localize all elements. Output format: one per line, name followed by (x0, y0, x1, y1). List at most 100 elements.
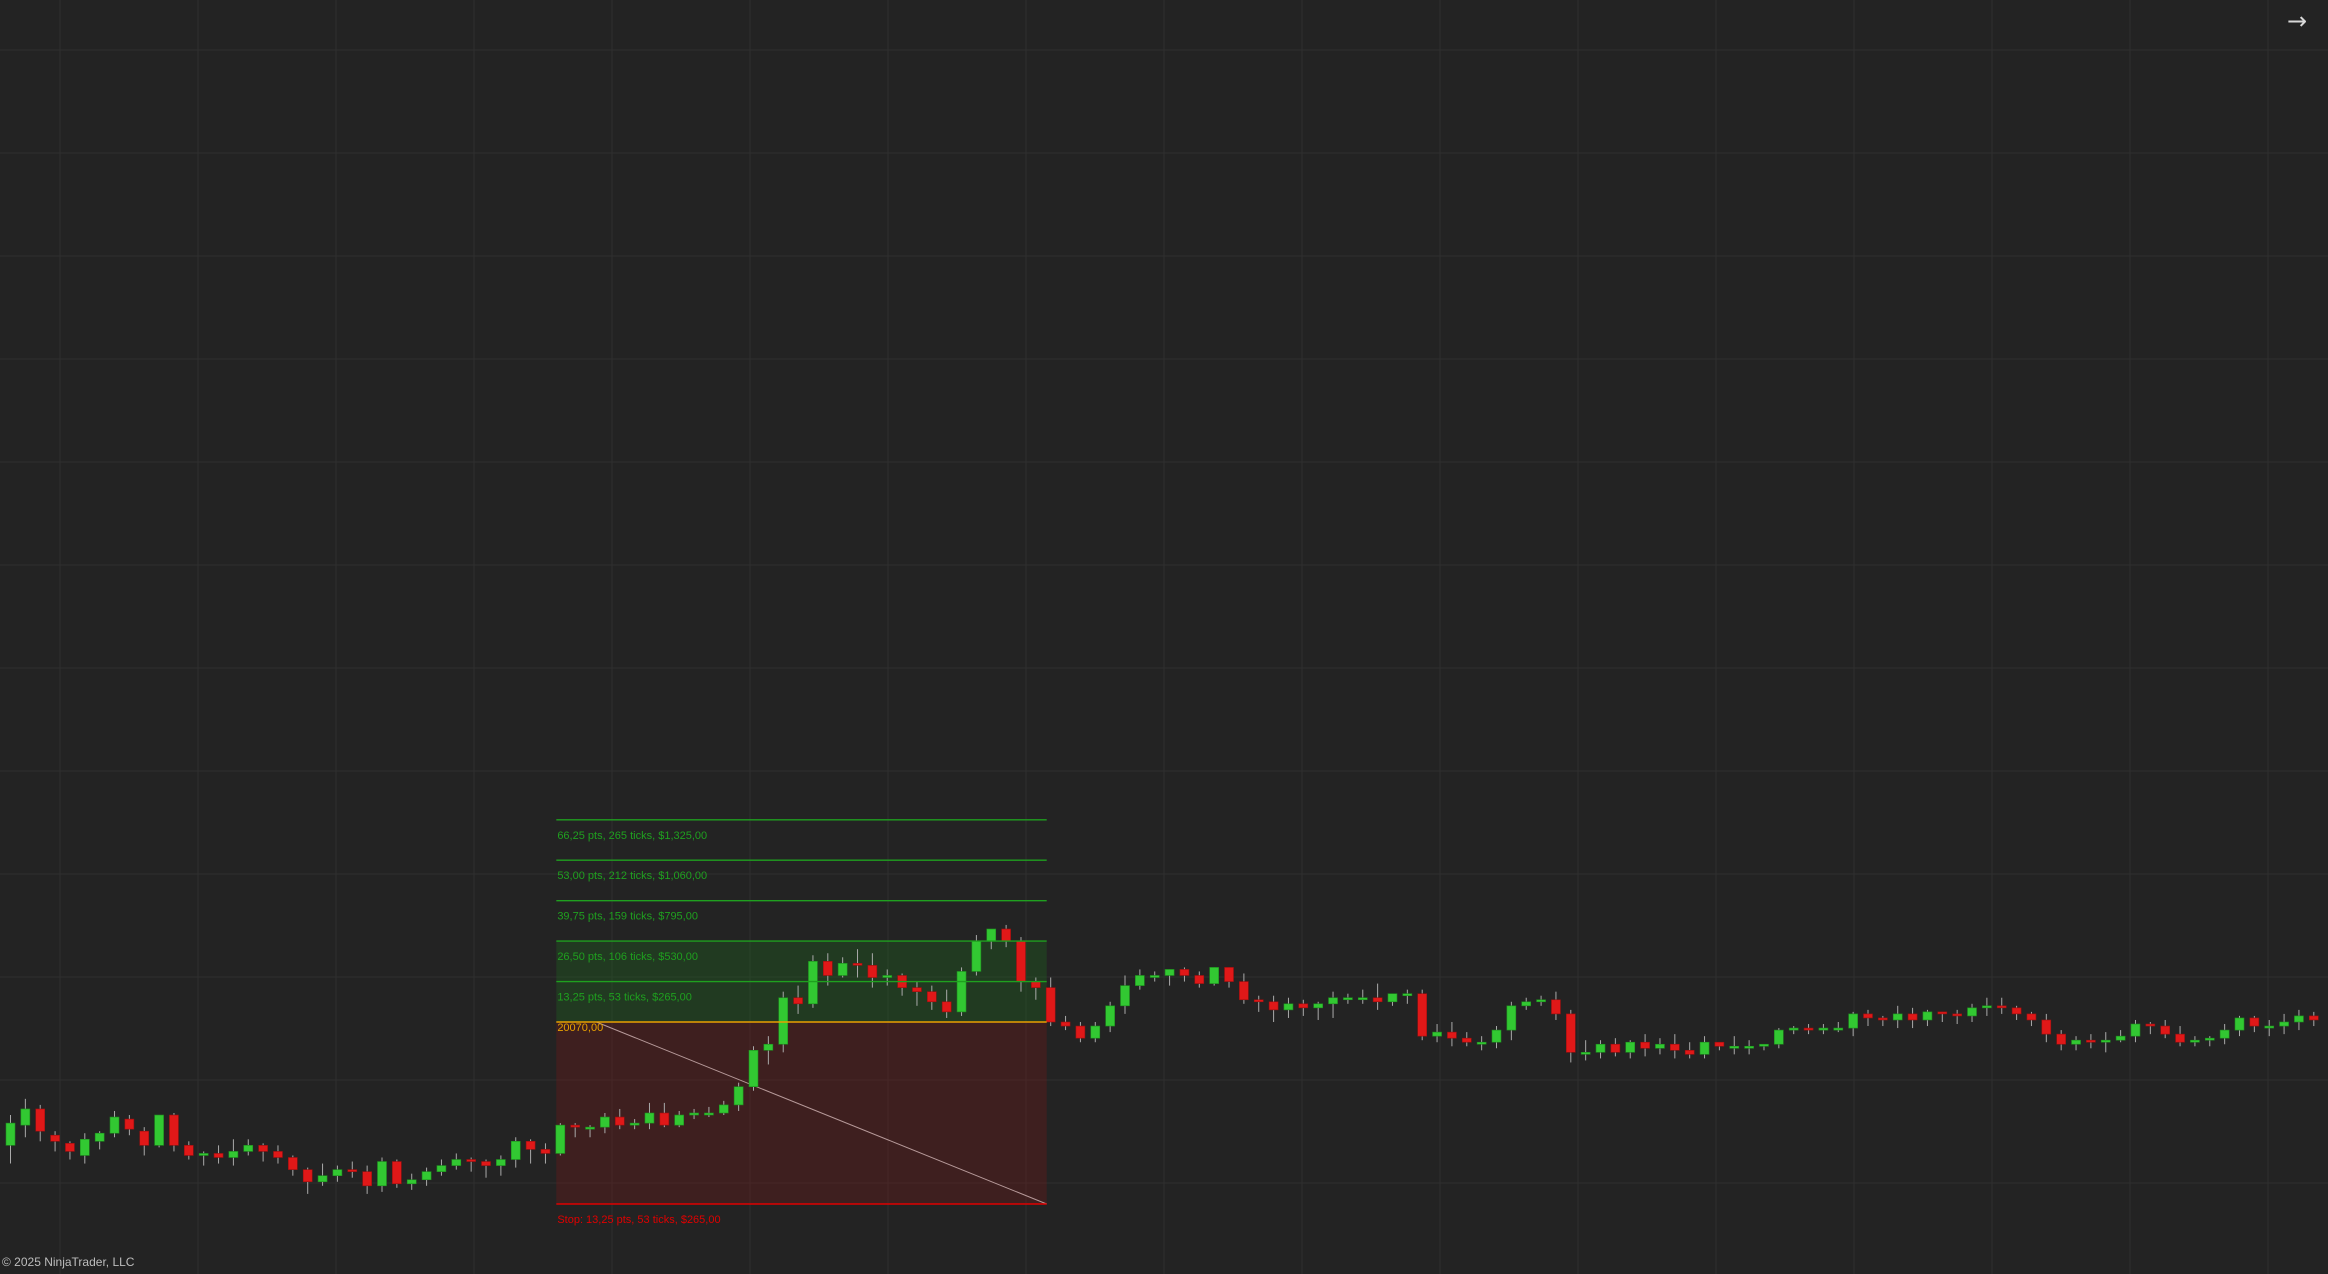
candle-up (748, 1050, 759, 1088)
target-label-3: 39,75 pts, 159 ticks, $795,00 (557, 911, 698, 923)
candle-up (2279, 1021, 2289, 1027)
candle-up (1982, 1005, 1992, 1009)
candle-down (1060, 1021, 1071, 1027)
candle-up (1120, 985, 1130, 1007)
candle-down (1714, 1041, 1725, 1047)
stop-zone (556, 1022, 1047, 1204)
candle-down (184, 1145, 194, 1156)
arrow-right-icon[interactable]: → (2286, 7, 2308, 35)
candle-down (288, 1157, 298, 1170)
candle-up (451, 1159, 462, 1166)
candle-down (169, 1114, 179, 1146)
candle-down (540, 1149, 551, 1154)
candle-down (2145, 1023, 2156, 1027)
candle-down (347, 1169, 358, 1172)
candle-up (1313, 1003, 1323, 1009)
candle-down (1907, 1013, 1918, 1021)
candle-down (867, 965, 878, 978)
candle-down (1640, 1041, 1650, 1049)
candle-up (1595, 1043, 1606, 1053)
candle-down (1447, 1031, 1457, 1039)
position-labels: 13,25 pts, 53 ticks, $265,00 26,50 pts, 1… (557, 830, 720, 1226)
candle-up (2234, 1017, 2245, 1031)
candle-down (941, 1001, 952, 1013)
candle-up (228, 1151, 239, 1158)
candle-down (1803, 1027, 1814, 1031)
candle-down (852, 963, 863, 966)
candle-down (1670, 1043, 1680, 1051)
candle-up (1476, 1041, 1487, 1045)
candle-up (1699, 1041, 1710, 1055)
candle-up (406, 1179, 417, 1185)
candle-up (80, 1138, 90, 1156)
candle-up (436, 1165, 447, 1172)
candle-up (243, 1145, 254, 1152)
candle-down (1298, 1003, 1309, 1009)
candle-up (20, 1108, 31, 1126)
candle-up (109, 1116, 120, 1134)
candle-up (1105, 1005, 1115, 1027)
candle-up (1506, 1005, 1517, 1031)
candle-up (317, 1175, 328, 1183)
position-levels[interactable] (556, 819, 1047, 1205)
candle-down (659, 1112, 670, 1126)
candle-down (2249, 1017, 2260, 1027)
candle-up (733, 1086, 744, 1106)
candle-down (1566, 1013, 1576, 1053)
candle-up (1432, 1031, 1442, 1037)
candle-up (421, 1171, 432, 1181)
candle-up (154, 1114, 164, 1146)
candle-up (1149, 975, 1160, 978)
candle-down (2086, 1039, 2096, 1043)
candle-up (1759, 1043, 1769, 1047)
candle-down (570, 1124, 580, 1128)
candle-up (1655, 1043, 1665, 1049)
candle-up (1328, 997, 1338, 1005)
candle-up (496, 1159, 506, 1166)
candle-up (2204, 1037, 2215, 1041)
candle-down (1684, 1050, 1695, 1055)
entry-label: 20070,00 (557, 1022, 603, 1034)
candle-down (1937, 1011, 1948, 1015)
candle-up (5, 1122, 16, 1146)
candle-up (1135, 975, 1145, 986)
candle-up (718, 1104, 729, 1114)
candle-down (362, 1171, 372, 1187)
candle-down (1239, 981, 1249, 1001)
candle-up (332, 1169, 343, 1176)
candle-up (763, 1043, 774, 1051)
candle-down (1179, 969, 1190, 976)
candle-down (213, 1153, 224, 1158)
candle-up (1357, 997, 1368, 1001)
candle-up (600, 1116, 610, 1128)
target-label-2: 26,50 pts, 106 ticks, $530,00 (557, 951, 698, 963)
candle-down (822, 961, 833, 976)
candle-down (65, 1143, 75, 1152)
target-label-4: 53,00 pts, 212 ticks, $1,060,00 (557, 870, 707, 882)
candle-down (1031, 981, 1041, 988)
candle-up (808, 961, 818, 1005)
target-label-1: 13,25 pts, 53 ticks, $265,00 (557, 992, 692, 1004)
candle-up (2294, 1015, 2304, 1023)
candle-up (1774, 1029, 1784, 1045)
candle-down (392, 1161, 402, 1185)
candle-down (912, 987, 922, 992)
candle-down (139, 1130, 150, 1146)
candle-down (1461, 1037, 1472, 1043)
candle-down (1001, 928, 1011, 942)
candle-up (1848, 1013, 1858, 1029)
candle-down (50, 1134, 60, 1142)
candle-down (2026, 1013, 2037, 1021)
candle-up (1536, 999, 1546, 1003)
candle-down (2056, 1033, 2066, 1045)
candle-up (1521, 1001, 1532, 1007)
candle-down (525, 1141, 536, 1150)
candle-down (124, 1118, 135, 1130)
candle-down (2011, 1007, 2022, 1015)
candle-down (1045, 987, 1056, 1023)
candle-down (273, 1151, 283, 1158)
candle-up (2219, 1029, 2230, 1039)
copyright-text: © 2025 NinjaTrader, LLC (2, 1255, 135, 1269)
